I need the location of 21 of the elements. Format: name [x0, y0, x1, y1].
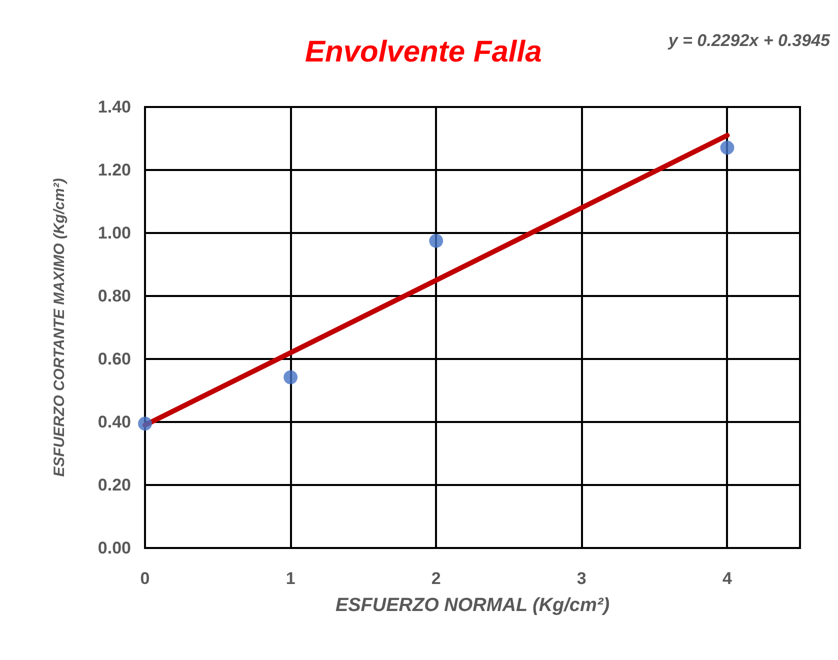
point [429, 234, 444, 248]
x-tick-label: 1 [286, 569, 296, 588]
y-tick-label: 1.00 [98, 224, 131, 242]
y-tick-label: 0.60 [98, 350, 131, 368]
y-tick-label: 0.80 [98, 286, 131, 306]
x-axis-title: ESFUERZO NORMAL (Kg/cm²) [335, 595, 610, 616]
chart-title: Envolvente Falla [305, 36, 542, 68]
y-tick-label: 1.20 [98, 160, 131, 180]
y-tick-label: 0.00 [98, 538, 131, 558]
point [138, 416, 152, 431]
text: y = 0.2292x + 0.3945 [667, 31, 831, 50]
x-tick-label: 2 [431, 569, 441, 588]
y-tick-label: 1.40 [98, 98, 131, 116]
y-tick-label: 0.40 [98, 412, 131, 432]
x-tick-label: 4 [722, 569, 732, 588]
x-tick-label: 3 [576, 569, 586, 588]
point [284, 370, 298, 384]
point [720, 140, 734, 155]
y-axis-title: ESFUERZO CORTANTE MAXIMO (Kg/cm²) [51, 178, 68, 477]
x-tick-label: 0 [140, 569, 150, 588]
y-tick-label: 0.20 [98, 476, 131, 494]
